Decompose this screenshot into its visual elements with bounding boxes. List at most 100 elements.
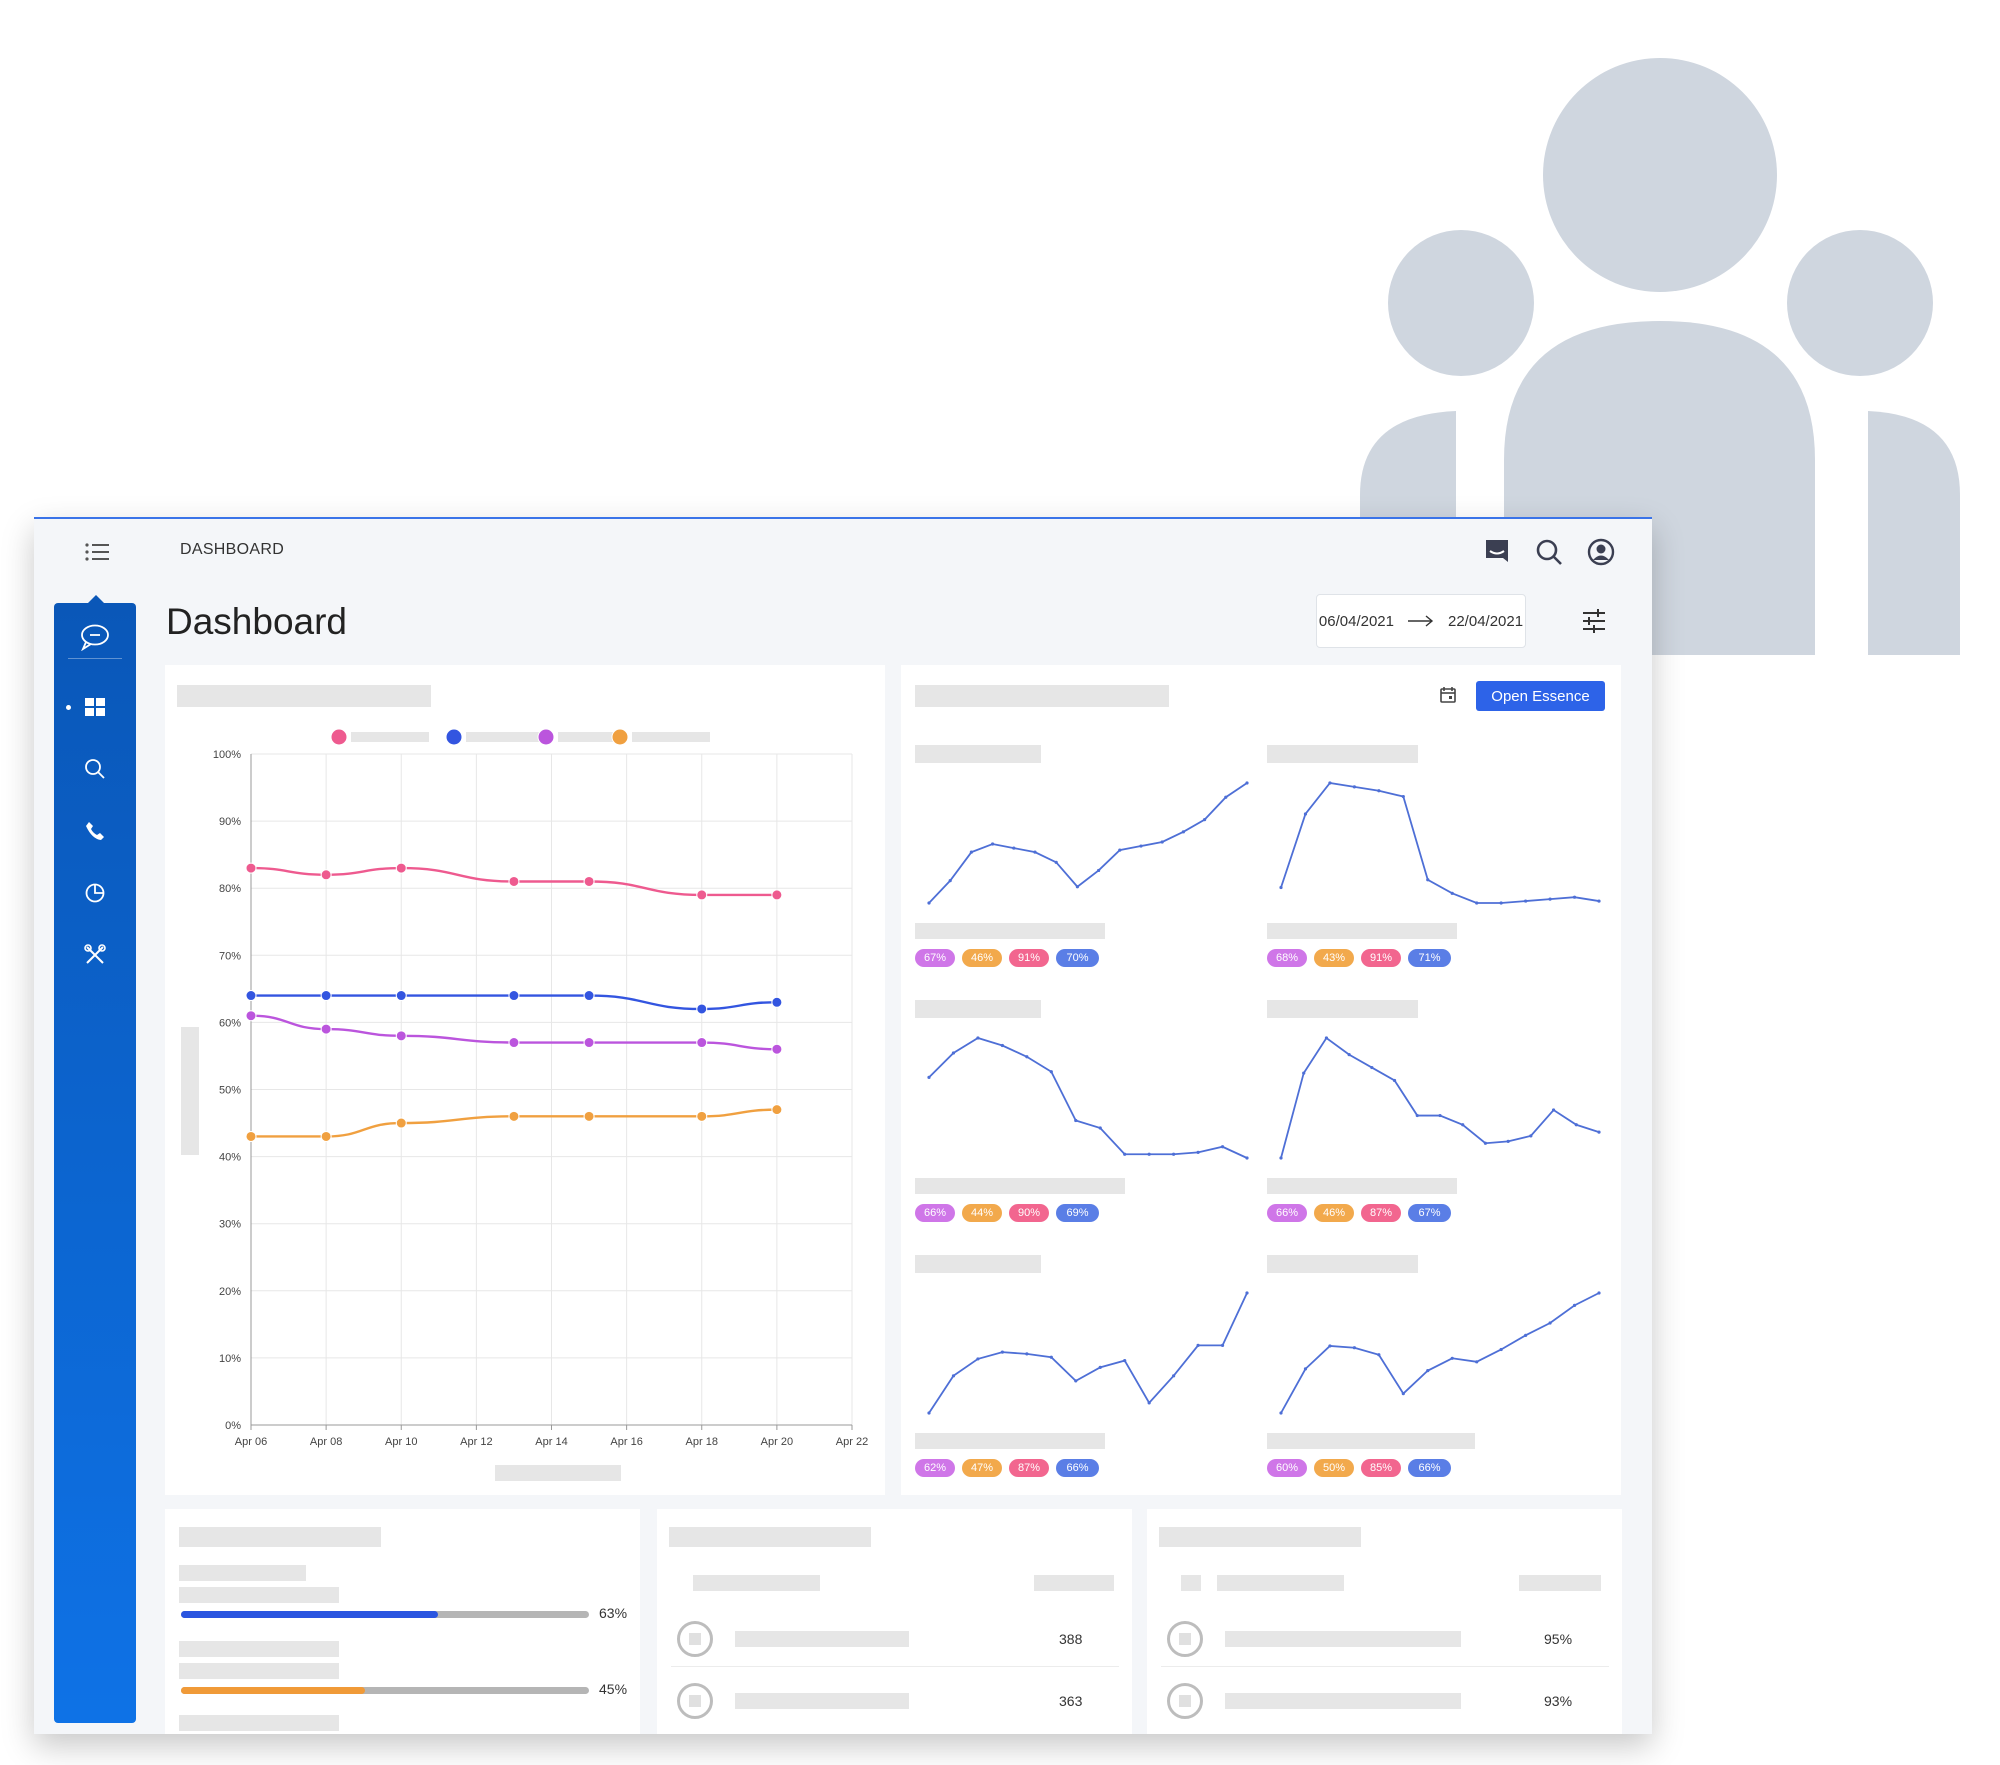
column-header-placeholder xyxy=(1034,1575,1114,1591)
sparkline-point xyxy=(1524,899,1528,903)
x-tick-label: Apr 14 xyxy=(535,1436,567,1448)
row-avatar xyxy=(677,1621,713,1657)
filter-settings-icon[interactable] xyxy=(1580,607,1608,635)
dashboard-grid-icon xyxy=(85,698,105,716)
sparkline-point xyxy=(1000,1043,1004,1048)
search-icon[interactable] xyxy=(1534,537,1564,567)
card-title-placeholder xyxy=(1159,1527,1361,1547)
sparkline-point xyxy=(1352,1346,1356,1350)
sparkline-point xyxy=(1475,901,1479,905)
row-value: 93% xyxy=(1544,1693,1573,1709)
label-placeholder xyxy=(179,1663,339,1679)
metric-badge: 68% xyxy=(1267,949,1307,967)
progress-bar xyxy=(181,1687,589,1694)
metric-badge: 67% xyxy=(915,949,955,967)
y-tick-label: 40% xyxy=(219,1152,241,1164)
sparkline-point xyxy=(1098,1126,1102,1130)
y-tick-label: 100% xyxy=(213,749,241,761)
sidebar xyxy=(54,595,136,1723)
metric-badge: 62% xyxy=(915,1459,955,1477)
y-tick-label: 90% xyxy=(219,816,241,828)
calendar-icon[interactable] xyxy=(1438,685,1458,705)
metric-badge: 85% xyxy=(1361,1459,1401,1477)
sparkline-point xyxy=(1551,1108,1556,1112)
x-tick-label: Apr 16 xyxy=(610,1436,642,1448)
sparkline-point xyxy=(1172,1374,1176,1378)
sidebar-item-search[interactable] xyxy=(54,749,136,789)
data-point xyxy=(771,1104,783,1116)
x-axis-title-placeholder xyxy=(495,1465,621,1481)
sparkline-point xyxy=(1098,1365,1102,1369)
sparkline-point xyxy=(1303,1367,1308,1371)
data-point xyxy=(583,875,595,887)
sparkline-point xyxy=(951,1374,956,1378)
sparkline-line xyxy=(928,1292,1248,1414)
message-icon[interactable] xyxy=(1482,537,1512,567)
sparkline-point xyxy=(1123,1152,1127,1156)
x-tick-label: Apr 22 xyxy=(836,1436,868,1448)
metric-badge: 66% xyxy=(1408,1459,1451,1477)
metric-badge: 71% xyxy=(1408,949,1451,967)
sparkline-line xyxy=(1280,782,1600,904)
date-from: 06/04/2021 xyxy=(1318,612,1394,630)
sparkline-line xyxy=(928,1037,1248,1159)
page-title: Dashboard xyxy=(166,601,348,642)
sparkline-point xyxy=(1118,848,1122,852)
sidebar-item-chat[interactable] xyxy=(54,617,136,657)
label-placeholder xyxy=(179,1641,339,1657)
sparkline-point xyxy=(1245,1291,1249,1295)
data-point xyxy=(395,1030,407,1042)
legend-label-placeholder xyxy=(558,732,618,742)
legend-label-placeholder xyxy=(466,732,544,742)
user-account-icon[interactable] xyxy=(1586,537,1616,567)
sparkline-point xyxy=(1000,1350,1004,1354)
essence-card: Open Essence 67% 46% 91% 70% 68% 43% 91% 71% 66%… xyxy=(901,665,1621,1495)
list-card-b: 95% 93% xyxy=(1147,1509,1622,1734)
open-essence-button[interactable]: Open Essence xyxy=(1476,681,1605,711)
sparkline-point xyxy=(1401,794,1405,799)
data-point xyxy=(696,1003,708,1015)
metric-badge: 50% xyxy=(1314,1459,1354,1477)
sparkline-point xyxy=(1245,1156,1249,1160)
checkbox-placeholder xyxy=(1181,1575,1201,1591)
y-tick-label: 0% xyxy=(225,1420,241,1432)
metric-badge: 47% xyxy=(962,1459,1002,1477)
sparkline-point xyxy=(1172,1152,1176,1156)
sparkline-point xyxy=(1499,901,1503,905)
sparkline-point xyxy=(1450,1356,1454,1360)
date-range-picker[interactable]: 06/04/2021 22/04/2021 xyxy=(1316,594,1526,648)
sparkline-point xyxy=(1123,1359,1127,1363)
sidebar-item-analytics[interactable] xyxy=(54,873,136,913)
card-title-placeholder xyxy=(177,685,431,707)
sidebar-item-dashboard[interactable] xyxy=(54,687,136,727)
metric-badge: 87% xyxy=(1009,1459,1049,1477)
sidebar-item-tools[interactable] xyxy=(54,935,136,975)
sparkline-point xyxy=(1328,1344,1332,1348)
sparkline-point xyxy=(1347,1053,1351,1057)
sparkline-point xyxy=(1461,1123,1465,1127)
row-label-placeholder xyxy=(735,1631,909,1647)
sparkline-point xyxy=(976,1036,980,1040)
sparkline-label-placeholder xyxy=(1267,1433,1475,1449)
sparkline-point xyxy=(1160,840,1164,844)
x-tick-label: Apr 08 xyxy=(310,1436,342,1448)
data-point xyxy=(320,990,332,1002)
data-point xyxy=(320,869,332,881)
progress-fill xyxy=(181,1687,365,1694)
sidebar-item-calls[interactable] xyxy=(54,811,136,851)
main-chart-card: 0% 10% 20% 30% 40% 50% 60% 70% 80% 90% 100% Apr 06 A… xyxy=(165,665,885,1495)
card-title-placeholder xyxy=(915,685,1169,707)
sparkline-point xyxy=(1049,1070,1053,1074)
search-icon xyxy=(85,759,105,779)
metric-badge: 60% xyxy=(1267,1459,1307,1477)
list-menu-icon[interactable] xyxy=(84,541,110,563)
row-avatar xyxy=(1167,1683,1203,1719)
data-point xyxy=(771,1043,783,1055)
sparkline-point xyxy=(1279,1411,1283,1415)
row-label-placeholder xyxy=(1225,1631,1461,1647)
row-avatar xyxy=(677,1683,713,1719)
sparkline-chart xyxy=(927,1291,1249,1415)
data-point xyxy=(395,990,407,1002)
sparkline-title-placeholder xyxy=(1267,1000,1418,1018)
sparkline-point xyxy=(1529,1134,1533,1138)
